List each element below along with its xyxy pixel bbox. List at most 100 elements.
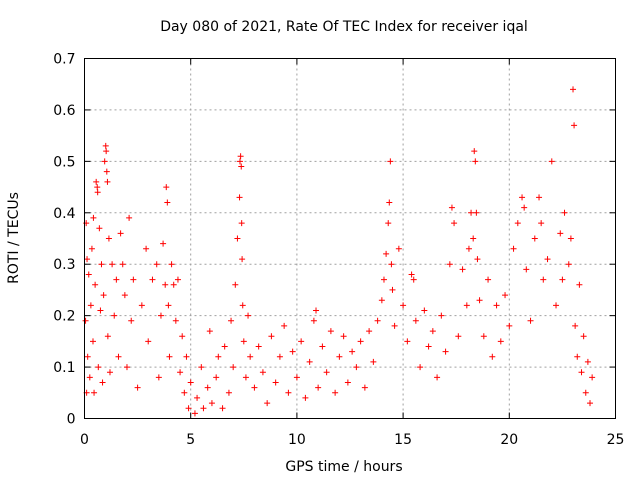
data-point: [340, 333, 347, 340]
data-point: [438, 312, 445, 319]
data-point: [245, 312, 252, 319]
data-point: [570, 86, 577, 93]
data-point: [109, 261, 116, 268]
data-point: [99, 379, 106, 386]
data-point: [181, 389, 188, 396]
data-point: [519, 194, 526, 201]
data-point: [101, 158, 108, 165]
x-tick-label: 15: [394, 432, 412, 448]
data-point: [582, 389, 589, 396]
data-point: [395, 245, 402, 252]
data-point: [123, 364, 130, 371]
data-point: [410, 276, 417, 283]
data-point: [185, 405, 192, 412]
x-tick-label: 5: [186, 432, 195, 448]
data-point: [421, 307, 428, 314]
data-point: [408, 271, 415, 278]
data-point: [104, 333, 111, 340]
data-point: [523, 266, 530, 273]
data-point: [179, 333, 186, 340]
data-point: [389, 286, 396, 293]
y-axis-label: ROTI / TECUs: [6, 192, 22, 284]
data-point: [349, 348, 356, 355]
y-tick-label: 0.6: [53, 103, 75, 119]
data-point: [386, 199, 393, 206]
data-point: [544, 256, 551, 263]
data-point: [115, 353, 122, 360]
data-point: [106, 369, 113, 376]
data-point: [166, 353, 173, 360]
data-point: [472, 158, 479, 165]
data-point: [89, 338, 96, 345]
y-tick-label: 0.7: [53, 52, 75, 68]
data-point: [93, 178, 100, 185]
data-point: [465, 245, 472, 252]
data-point: [138, 302, 145, 309]
data-point: [177, 369, 184, 376]
y-tick-label: 0.5: [53, 154, 75, 170]
data-point: [103, 168, 110, 175]
data-point: [234, 235, 241, 242]
data-point: [387, 158, 394, 165]
data-point: [215, 353, 222, 360]
x-tick-label: 10: [288, 432, 306, 448]
data-point: [213, 374, 220, 381]
data-point: [200, 405, 207, 412]
data-point: [100, 292, 107, 299]
data-point: [232, 281, 239, 288]
data-point: [442, 348, 449, 355]
data-point: [388, 261, 395, 268]
data-point: [587, 400, 594, 407]
data-point: [536, 194, 543, 201]
data-point: [238, 163, 245, 170]
data-point: [302, 394, 309, 401]
data-point: [204, 384, 211, 391]
data-point: [531, 235, 538, 242]
data-point: [157, 312, 164, 319]
data-point: [88, 245, 95, 252]
data-point: [553, 302, 560, 309]
data-point: [473, 209, 480, 216]
data-point: [374, 317, 381, 324]
data-point: [446, 261, 453, 268]
data-point: [168, 261, 175, 268]
data-point: [417, 364, 424, 371]
data-point: [183, 353, 190, 360]
data-point: [400, 302, 407, 309]
data-point: [514, 220, 521, 227]
data-point: [102, 142, 109, 149]
data-point: [489, 353, 496, 360]
data-point: [557, 230, 564, 237]
data-point: [370, 358, 377, 365]
data-point: [567, 235, 574, 242]
data-point: [194, 394, 201, 401]
data-point: [285, 389, 292, 396]
data-point: [191, 410, 198, 417]
data-point: [353, 364, 360, 371]
data-point: [126, 214, 133, 221]
data-point: [361, 384, 368, 391]
data-point: [429, 328, 436, 335]
data-point: [113, 276, 120, 283]
data-point: [412, 317, 419, 324]
data-point: [497, 338, 504, 345]
data-point: [485, 276, 492, 283]
data-point: [425, 343, 432, 350]
data-point: [572, 322, 579, 329]
data-point: [448, 204, 455, 211]
data-point: [230, 364, 237, 371]
data-point: [143, 245, 150, 252]
data-point: [228, 317, 235, 324]
data-point: [198, 364, 205, 371]
data-point: [145, 338, 152, 345]
data-point: [264, 400, 271, 407]
data-point: [163, 184, 170, 191]
data-point: [455, 333, 462, 340]
data-point: [242, 374, 249, 381]
data-point: [92, 281, 99, 288]
data-point: [383, 250, 390, 257]
data-point: [160, 240, 167, 247]
data-point: [313, 307, 320, 314]
data-point: [293, 374, 300, 381]
y-tick-label: 0.4: [53, 206, 75, 222]
